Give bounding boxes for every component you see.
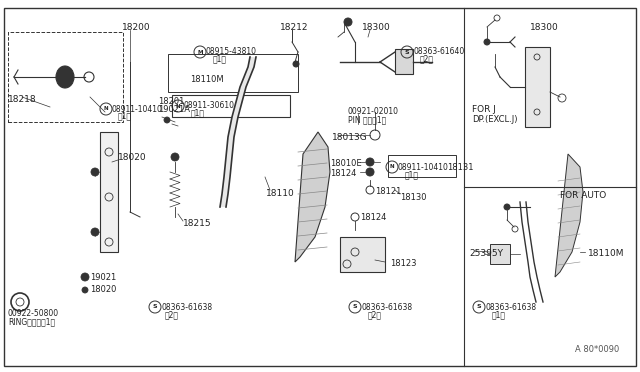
Text: 19021: 19021	[90, 273, 116, 282]
Text: 08363-61638: 08363-61638	[161, 302, 212, 311]
Text: S: S	[477, 305, 481, 310]
Bar	[8, 32, 123, 122]
Text: 08915-43810: 08915-43810	[206, 48, 257, 57]
Polygon shape	[220, 57, 256, 207]
Text: 18218: 18218	[8, 96, 36, 105]
Bar	[340, 237, 385, 272]
Text: A 80*0090: A 80*0090	[575, 346, 620, 355]
Text: （2）: （2）	[368, 311, 382, 320]
Text: DP.(EXCL.J): DP.(EXCL.J)	[472, 115, 518, 124]
Text: N: N	[390, 164, 394, 170]
Text: 18010E: 18010E	[330, 160, 362, 169]
Text: 18300: 18300	[362, 22, 391, 32]
Text: 18200: 18200	[122, 22, 150, 32]
Ellipse shape	[56, 66, 74, 88]
Polygon shape	[555, 154, 583, 277]
Text: 18201: 18201	[158, 97, 184, 106]
Text: 08363-61638: 08363-61638	[485, 302, 536, 311]
Circle shape	[91, 228, 99, 236]
Text: 00921-02010: 00921-02010	[348, 108, 399, 116]
Text: 18020: 18020	[118, 153, 147, 161]
Bar	[395, 49, 413, 74]
Circle shape	[344, 18, 352, 26]
Text: 18110M: 18110M	[190, 76, 223, 84]
Bar	[100, 132, 118, 252]
Text: 18110: 18110	[266, 189, 295, 199]
Text: 18130: 18130	[400, 192, 426, 202]
Text: 18215: 18215	[183, 219, 212, 228]
Text: 08363-61640: 08363-61640	[413, 48, 464, 57]
Text: 00922-50800: 00922-50800	[8, 310, 59, 318]
Text: 18124: 18124	[360, 212, 387, 221]
Circle shape	[504, 204, 510, 210]
Text: （1）: （1）	[191, 109, 205, 118]
Text: 25395Y: 25395Y	[469, 250, 503, 259]
Text: 19021A: 19021A	[158, 106, 190, 115]
Text: 18123: 18123	[390, 260, 417, 269]
Text: S: S	[353, 305, 357, 310]
Text: 08911-30610: 08911-30610	[184, 102, 235, 110]
Text: 18013G: 18013G	[332, 132, 368, 141]
Text: （2）: （2）	[420, 55, 434, 64]
Text: （1）: （1）	[213, 55, 227, 64]
Bar	[168, 54, 298, 92]
Circle shape	[484, 39, 490, 45]
Circle shape	[91, 168, 99, 176]
Circle shape	[366, 158, 374, 166]
Text: N: N	[104, 106, 108, 112]
Polygon shape	[295, 132, 330, 262]
Text: 18300: 18300	[530, 22, 559, 32]
Text: 18020: 18020	[90, 285, 116, 295]
Text: S: S	[153, 305, 157, 310]
Text: N: N	[176, 103, 180, 109]
Text: （1）: （1）	[118, 112, 132, 121]
Text: 18121: 18121	[375, 187, 401, 196]
Text: PIN ピン（1）: PIN ピン（1）	[348, 115, 387, 125]
Text: M: M	[197, 49, 203, 55]
Text: FOR AUTO: FOR AUTO	[560, 190, 606, 199]
Text: 18124: 18124	[330, 170, 356, 179]
Text: 18212: 18212	[280, 22, 308, 32]
Bar	[172, 95, 290, 117]
Circle shape	[366, 168, 374, 176]
Text: （1）: （1）	[492, 311, 506, 320]
Circle shape	[171, 153, 179, 161]
Text: 08911-10410: 08911-10410	[112, 105, 163, 113]
Circle shape	[164, 117, 170, 123]
Text: （2）: （2）	[165, 311, 179, 320]
Text: S: S	[404, 49, 410, 55]
Bar	[490, 244, 510, 264]
Circle shape	[82, 287, 88, 293]
Text: 08363-61638: 08363-61638	[361, 302, 412, 311]
Text: FOR J: FOR J	[472, 106, 496, 115]
Text: 18131: 18131	[447, 163, 474, 171]
Text: 18110M: 18110M	[588, 250, 625, 259]
Bar	[525, 47, 550, 127]
Bar	[388, 155, 456, 177]
Text: （1）: （1）	[405, 170, 419, 180]
Circle shape	[293, 61, 299, 67]
Text: RINGリング（1）: RINGリング（1）	[8, 317, 55, 327]
Text: 08911-10410: 08911-10410	[398, 163, 449, 171]
Circle shape	[81, 273, 89, 281]
